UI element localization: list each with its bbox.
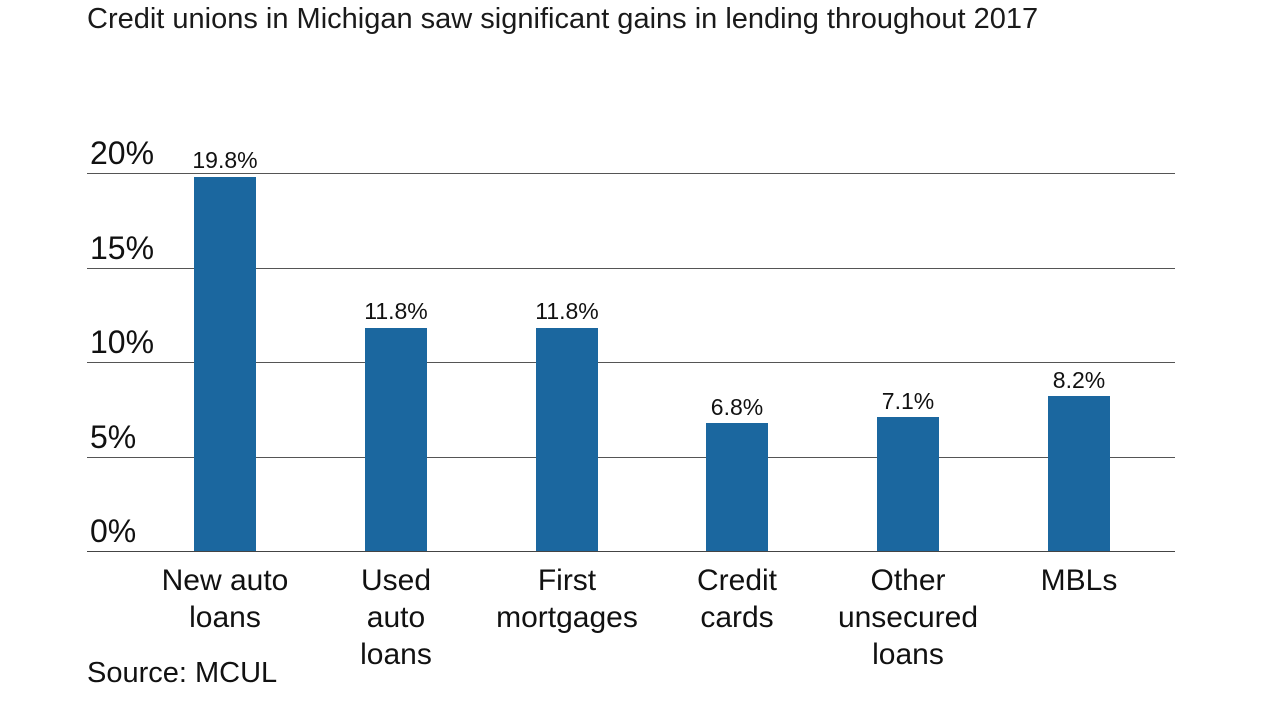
plot-area — [87, 173, 1175, 552]
bar-other-unsecured-loans — [877, 417, 939, 551]
y-tick-5: 5% — [90, 419, 137, 455]
gridline-10 — [87, 362, 1175, 363]
value-label-new-auto-loans: 19.8% — [192, 147, 258, 173]
bar-mbls — [1048, 396, 1110, 551]
x-label-mbls: MBLs — [1040, 564, 1118, 597]
value-label-credit-cards: 6.8% — [710, 394, 764, 420]
gridline-15 — [87, 267, 1175, 269]
x-axis-line — [87, 551, 1175, 552]
x-label-used-auto-loans: Used auto loans — [360, 564, 432, 671]
bar-new-auto-loans — [194, 177, 256, 551]
y-tick-15: 15% — [90, 230, 155, 266]
value-label-other-unsecured-loans: 7.1% — [881, 388, 935, 414]
value-label-mbls: 8.2% — [1052, 367, 1106, 393]
x-label-first-mortgages: First mortgages — [496, 564, 638, 634]
gridline-20 — [87, 173, 1175, 174]
y-tick-10: 10% — [90, 324, 155, 360]
value-label-first-mortgages: 11.8% — [535, 298, 599, 324]
value-label-used-auto-loans: 11.8% — [364, 298, 428, 324]
x-label-other-unsecured-loans: Other unsecured loans — [837, 564, 979, 671]
chart-title: Credit unions in Michigan saw significan… — [87, 3, 1039, 35]
bar-credit-cards — [706, 423, 768, 551]
x-label-new-auto-loans: New auto loans — [161, 564, 289, 634]
bar-used-auto-loans — [365, 328, 427, 551]
bar-first-mortgages — [536, 328, 598, 551]
y-tick-20: 20% — [90, 135, 155, 171]
y-tick-0: 0% — [90, 513, 137, 549]
x-label-credit-cards: Credit cards — [696, 564, 778, 634]
gridline-5 — [87, 456, 1175, 458]
source-note: Source: MCUL — [87, 657, 278, 689]
